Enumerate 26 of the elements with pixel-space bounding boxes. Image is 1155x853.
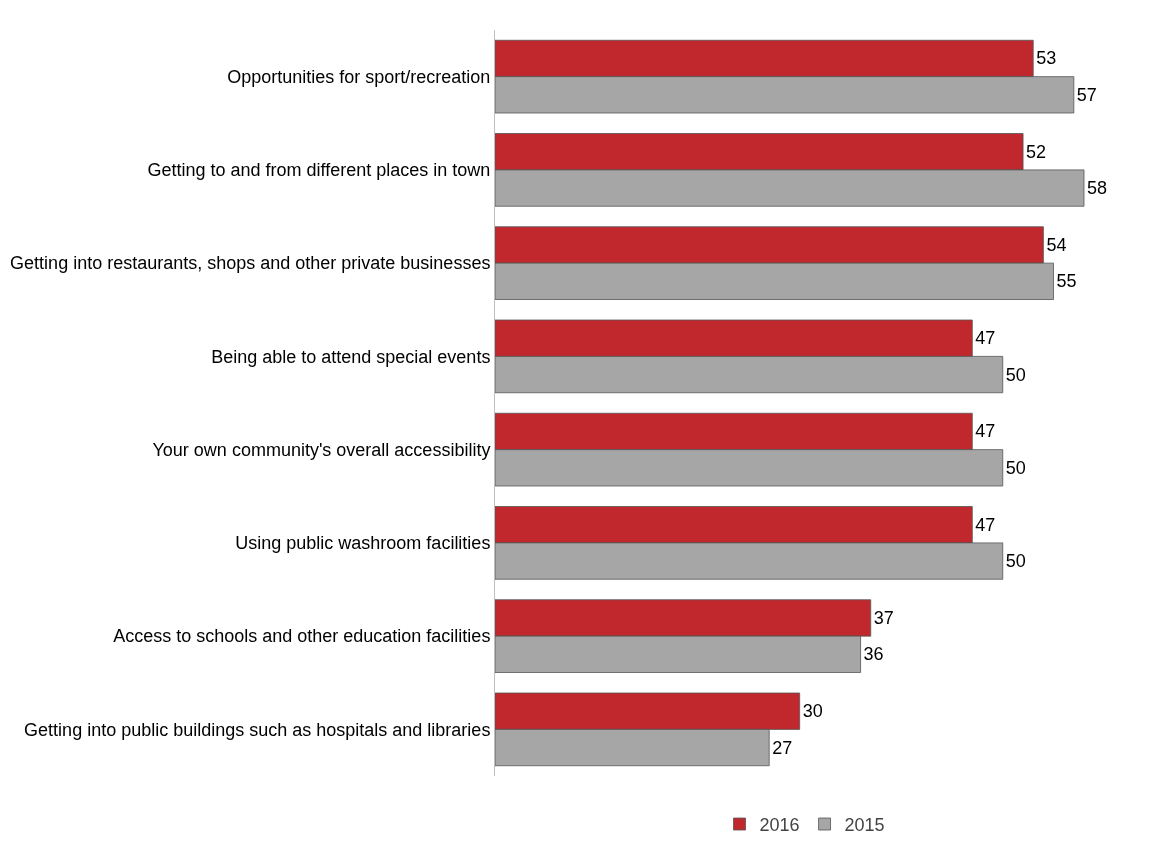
data-label: 50 <box>1005 457 1026 478</box>
y-tick-label: Opportunities for sport/recreation <box>227 66 491 87</box>
y-tick-label: Access to schools and other education facilities <box>113 626 491 647</box>
data-label: 30 <box>802 701 823 722</box>
data-label: 47 <box>975 421 996 442</box>
y-tick-label: Using public washroom facilities <box>235 533 491 554</box>
data-label: 37 <box>873 607 894 628</box>
data-label: 53 <box>1036 48 1057 69</box>
y-tick-label: Getting into public buildings such as hospitals and libraries <box>24 719 491 740</box>
y-tick-label: Being able to attend special events <box>211 346 491 367</box>
y-tick-label: Your own community's overall accessibility <box>152 439 491 460</box>
data-label: 50 <box>1005 551 1026 572</box>
y-tick-label: Getting to and from different places in town <box>147 160 491 181</box>
data-label: 27 <box>772 737 793 758</box>
legend-label: 2016 <box>759 815 800 836</box>
legend-label: 2015 <box>844 815 885 836</box>
data-label: 58 <box>1087 178 1108 199</box>
data-label: 47 <box>975 514 996 535</box>
data-label: 57 <box>1076 84 1097 105</box>
data-label: 50 <box>1005 364 1026 385</box>
data-label: 47 <box>975 328 996 349</box>
y-tick-label: Getting into restaurants, shops and other private businesses <box>10 253 491 274</box>
data-label: 36 <box>863 644 884 665</box>
data-label: 52 <box>1026 141 1047 162</box>
data-label: 54 <box>1046 234 1067 255</box>
data-label: 55 <box>1056 271 1077 292</box>
